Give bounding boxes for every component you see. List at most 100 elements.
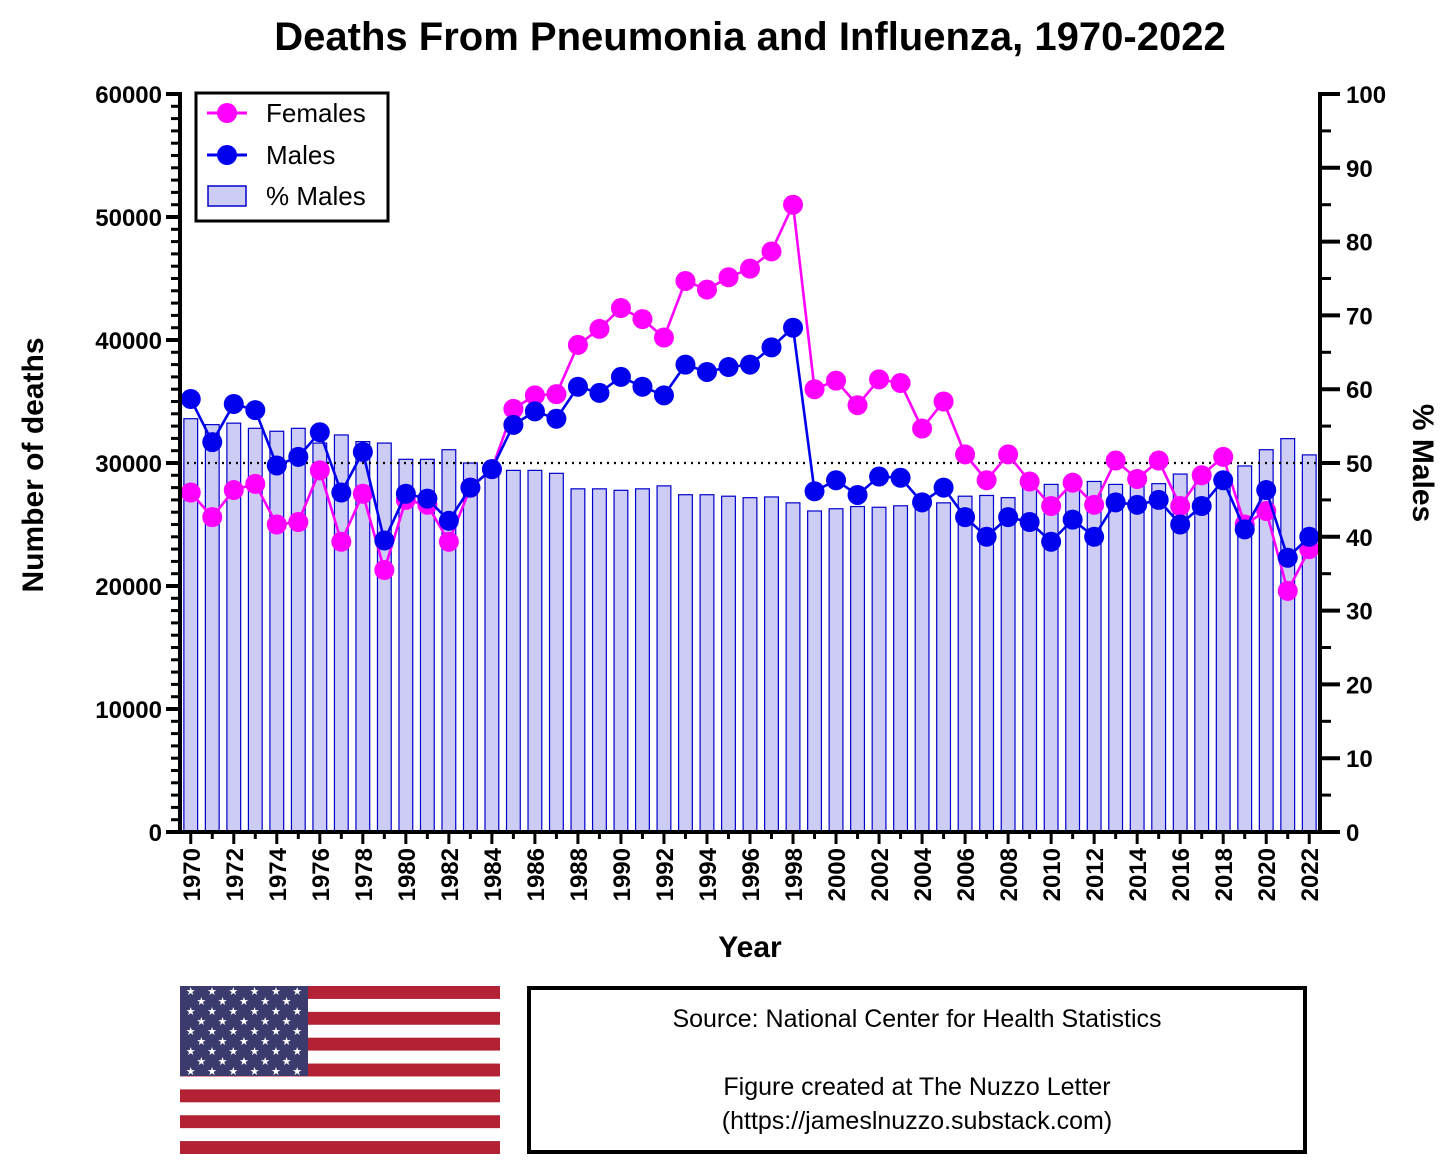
x-tick-label: 1994 (695, 847, 722, 901)
bar-pct-males-2008 (1000, 497, 1016, 833)
bar-pct-males-1995 (721, 495, 736, 833)
y-tick-label: 0 (149, 820, 162, 847)
point-males-2015 (1148, 489, 1169, 510)
point-females-1971 (202, 507, 223, 528)
point-females-1999 (804, 379, 825, 400)
y2-tick-label: 50 (1346, 451, 1373, 478)
point-females-2013 (1105, 450, 1126, 471)
point-males-2004 (912, 492, 933, 513)
point-females-1974 (266, 514, 287, 535)
x-tick-label: 1986 (523, 848, 550, 901)
point-females-2001 (847, 395, 868, 416)
flag-stripe (180, 1141, 500, 1154)
bar-pct-males-2018 (1215, 475, 1231, 833)
bar-pct-males-2005 (936, 502, 952, 833)
point-females-2003 (890, 373, 911, 394)
point-females-2009 (1019, 471, 1040, 492)
x-tick-label: 1970 (179, 848, 206, 901)
flag-star: ★ (186, 1005, 196, 1018)
point-females-1978 (352, 483, 373, 504)
point-females-1976 (309, 460, 330, 481)
source-text: Source: National Center for Health Stati… (672, 1005, 1162, 1033)
x-tick-label: 1984 (480, 847, 507, 901)
y2-tick-label: 20 (1346, 672, 1373, 699)
point-males-1993 (675, 354, 696, 375)
x-tick-label: 1980 (394, 848, 421, 901)
flag-canton (180, 986, 308, 1076)
point-males-1994 (696, 361, 717, 382)
bar-pct-males-2017 (1194, 479, 1210, 833)
bar-pct-males-2003 (893, 505, 909, 833)
flag-star: ★ (207, 1045, 217, 1058)
point-males-1973 (245, 400, 266, 421)
point-females-1970 (180, 482, 201, 503)
bar-pct-males-2004 (914, 499, 930, 833)
point-females-2011 (1062, 472, 1083, 493)
point-females-1998 (783, 194, 804, 215)
bar-pct-males-1998 (785, 502, 801, 833)
point-females-1991 (632, 309, 653, 330)
bar-pct-males-2014 (1129, 477, 1145, 833)
point-males-1995 (718, 357, 739, 378)
flag-star: ★ (196, 1055, 206, 1068)
bar-pct-males-1999 (807, 510, 823, 833)
y2-tick-label: 60 (1346, 377, 1373, 404)
flag-star: ★ (196, 995, 206, 1008)
point-females-2004 (912, 418, 933, 439)
point-males-1975 (288, 446, 309, 467)
bar-pct-males-1974 (269, 430, 285, 833)
point-females-1996 (740, 258, 760, 279)
y-tick-label: 10000 (95, 697, 162, 724)
bar-pct-males-1983 (462, 462, 478, 833)
flag-star: ★ (186, 1065, 196, 1078)
x-tick-label: 1992 (652, 848, 679, 901)
point-females-1993 (675, 270, 696, 291)
point-females-2016 (1170, 496, 1191, 517)
flag-star: ★ (228, 1065, 238, 1078)
flag-star: ★ (228, 1045, 238, 1058)
bar-pct-males-1994 (699, 494, 715, 833)
point-females-1986 (524, 385, 545, 406)
bar-pct-males-1987 (548, 472, 564, 833)
bar-pct-males-2015 (1151, 483, 1167, 833)
flag-star: ★ (207, 1005, 217, 1018)
y2-axis-label: % Males (1406, 404, 1439, 522)
point-males-1984 (481, 459, 502, 480)
point-males-2001 (847, 484, 868, 505)
flag-star: ★ (260, 995, 270, 1008)
flag-stripe (180, 1076, 500, 1090)
point-females-2002 (869, 369, 890, 390)
bar-pct-males-1982 (441, 449, 457, 833)
point-males-2000 (826, 470, 847, 491)
point-females-1975 (288, 512, 309, 533)
flag-star: ★ (292, 986, 302, 998)
x-tick-label: 2004 (910, 847, 937, 901)
source-box: Source: National Center for Health Stati… (527, 986, 1307, 1154)
flag-star: ★ (218, 1015, 228, 1028)
flag-star: ★ (239, 1035, 249, 1048)
legend: Females Males % Males (194, 91, 390, 223)
point-males-2017 (1191, 496, 1212, 517)
point-females-2000 (826, 370, 847, 391)
point-males-2007 (976, 526, 997, 547)
point-females-2014 (1127, 468, 1148, 489)
flag-star: ★ (239, 1055, 249, 1068)
y-tick-label: 20000 (95, 574, 162, 601)
x-tick-label: 1974 (265, 847, 292, 901)
flag-stripe (180, 1089, 500, 1103)
bar-pct-males-1997 (764, 496, 779, 833)
legend-label-females: Females (266, 98, 366, 128)
point-females-1979 (374, 560, 395, 581)
flag-star: ★ (282, 995, 292, 1008)
flag-stripe (180, 1102, 500, 1116)
y2-tick-label: 90 (1346, 156, 1373, 183)
flag-star: ★ (250, 986, 260, 998)
point-females-1987 (546, 384, 567, 405)
point-males-2014 (1127, 494, 1148, 515)
point-males-2022 (1299, 526, 1320, 547)
point-females-1988 (567, 334, 588, 355)
y-axis-label: Number of deaths (17, 337, 50, 592)
y2-tick-label: 30 (1346, 599, 1373, 626)
x-tick-label: 1982 (437, 848, 464, 901)
